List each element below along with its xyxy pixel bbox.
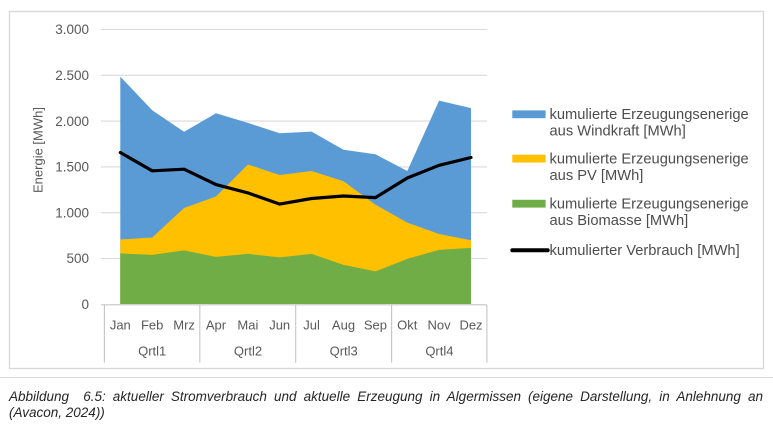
svg-text:Qrtl3: Qrtl3 <box>330 344 358 359</box>
svg-text:2.000: 2.000 <box>55 114 89 129</box>
svg-text:kumulierte Erzeugungsenerige: kumulierte Erzeugungsenerige <box>550 107 749 123</box>
svg-text:Sep: Sep <box>364 317 387 332</box>
svg-text:500: 500 <box>66 251 89 266</box>
svg-text:aus PV [MWh]: aus PV [MWh] <box>550 168 644 184</box>
svg-text:Feb: Feb <box>141 317 163 332</box>
svg-text:Jun: Jun <box>269 317 290 332</box>
svg-text:Qrtl2: Qrtl2 <box>234 344 262 359</box>
svg-text:1.000: 1.000 <box>55 205 89 220</box>
svg-text:kumulierte Erzeugungsenerige: kumulierte Erzeugungsenerige <box>550 197 749 213</box>
svg-text:Jul: Jul <box>303 317 320 332</box>
svg-text:Apr: Apr <box>206 317 227 332</box>
svg-text:Mai: Mai <box>237 317 258 332</box>
svg-text:Jan: Jan <box>110 317 131 332</box>
svg-text:Qrtl1: Qrtl1 <box>138 344 166 359</box>
svg-text:Qrtl4: Qrtl4 <box>425 344 453 359</box>
svg-text:kumulierte Erzeugungsenerige: kumulierte Erzeugungsenerige <box>550 151 749 167</box>
svg-text:0: 0 <box>81 297 89 312</box>
svg-text:aus Biomasse [MWh]: aus Biomasse [MWh] <box>550 213 689 229</box>
svg-text:2.500: 2.500 <box>55 68 89 83</box>
svg-text:aus Windkraft [MWh]: aus Windkraft [MWh] <box>550 124 686 140</box>
svg-text:Dez: Dez <box>459 317 482 332</box>
svg-text:1.500: 1.500 <box>55 160 89 175</box>
svg-text:Energie [MWh]: Energie [MWh] <box>31 107 46 193</box>
svg-text:3.000: 3.000 <box>55 22 89 37</box>
svg-text:Nov: Nov <box>428 317 452 332</box>
svg-text:Okt: Okt <box>397 317 418 332</box>
svg-text:Aug: Aug <box>332 317 355 332</box>
svg-text:Mrz: Mrz <box>173 317 195 332</box>
svg-text:kumulierter Verbrauch [MWh]: kumulierter Verbrauch [MWh] <box>550 243 740 259</box>
